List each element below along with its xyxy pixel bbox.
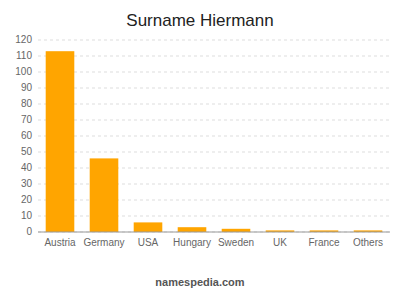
chart-container: 0 10 20 30 40 50 60 70 80 90 100 110 120 Austria Germa… [0,0,400,300]
bar [134,222,163,232]
y-tick-label: 50 [21,146,33,157]
x-tick-label: Others [353,237,383,248]
y-tick-label: 110 [16,50,32,61]
grid-line [38,136,390,137]
y-tick-label: 100 [15,66,32,77]
x-tick-label: Austria [44,237,76,248]
grid-line [38,232,390,233]
grid-line [38,40,390,41]
y-tick-label: 10 [21,210,33,221]
x-tick-label: Germany [83,237,124,248]
title: Surname Hiermann [126,11,273,30]
annotation: namespedia.com [155,276,244,288]
grid-line [38,88,390,89]
y-tick-label: 80 [21,98,33,109]
x-axis-line [38,232,390,233]
grid-line [38,56,390,57]
y-tick-label: 60 [21,130,33,141]
y-tick-label: 30 [21,178,33,189]
grid-line [38,104,390,105]
y-tick-label: 20 [21,194,33,205]
x-tick-label: France [308,237,340,248]
grid-line [38,72,390,73]
chart: 0 10 20 30 40 50 60 70 80 90 100 110 120 Austria Germa… [0,0,400,300]
grid [38,40,390,232]
y-tick-label: 120 [15,34,32,45]
bar [178,227,207,232]
y-tick-label: 40 [21,162,33,173]
y-tick-label: 0 [26,226,32,237]
bar [46,51,75,232]
x-tick-label: USA [138,237,159,248]
grid-line [38,152,390,153]
x-tick-label: Hungary [173,237,211,248]
y-tick-label: 70 [21,114,33,125]
bar [90,158,119,232]
bars [46,51,383,232]
x-tick-label: UK [273,237,287,248]
y-tick-label: 90 [21,82,33,93]
grid-line [38,120,390,121]
x-tick-label: Sweden [218,237,254,248]
